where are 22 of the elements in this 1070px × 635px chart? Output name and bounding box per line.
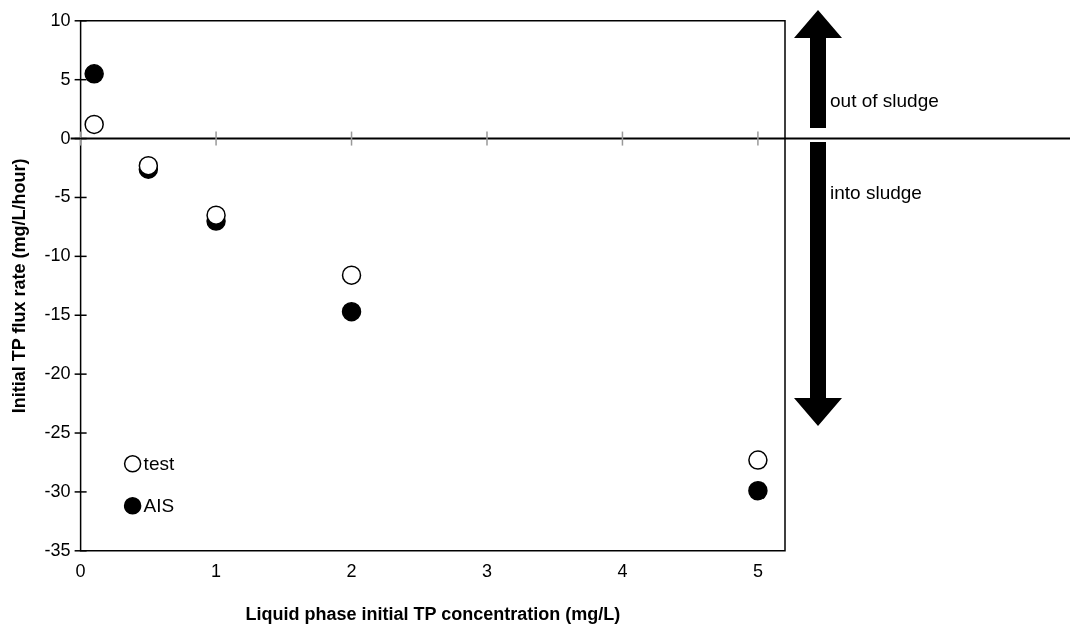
x-axis-title: Liquid phase initial TP concentration (mg/L) (245, 604, 621, 625)
y-tick-label: -10 (44, 245, 71, 266)
x-tick-label: 4 (617, 560, 628, 581)
text: out of sludge (830, 89, 939, 111)
y-tick-label: 5 (60, 68, 71, 89)
y-tick-label: 10 (50, 9, 71, 30)
y-tick-label: -35 (44, 539, 71, 560)
y-tick-label: -30 (44, 480, 71, 501)
x-tick-label: 0 (75, 560, 86, 581)
y-axis-title: Initial TP flux rate (mg/L/hour) (8, 158, 29, 414)
y-tick-label: 0 (60, 127, 71, 148)
y-tick-label: -20 (44, 363, 71, 384)
text: into sludge (830, 181, 922, 203)
y-tick-label: -5 (54, 186, 71, 207)
x-tick-label: 2 (346, 560, 357, 581)
y-tick-label: -25 (44, 421, 71, 442)
x-tick-label: 3 (481, 560, 492, 581)
x-tick-label: 5 (752, 560, 763, 581)
y-tick-label: -15 (44, 304, 71, 325)
legend-label: test (143, 453, 175, 475)
legend-label: AIS (143, 495, 175, 517)
x-tick-label: 1 (211, 560, 222, 581)
